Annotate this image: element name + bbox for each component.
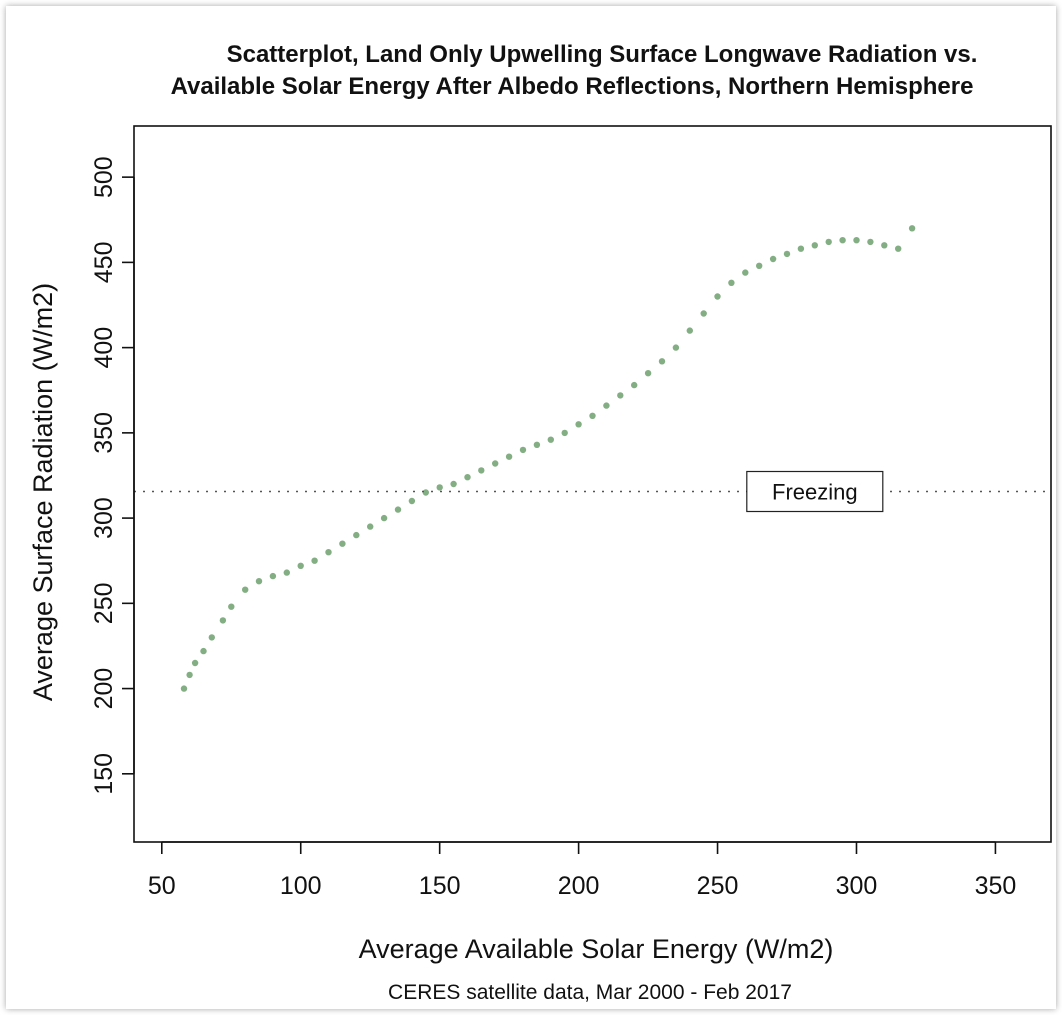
data-point <box>186 671 193 679</box>
data-point <box>867 238 874 246</box>
data-point <box>644 370 652 377</box>
data-point <box>783 250 791 258</box>
data-point <box>255 578 263 585</box>
freezing-label: Freezing <box>772 480 858 505</box>
scatter-points <box>180 225 916 692</box>
data-point <box>353 531 360 539</box>
data-point <box>658 358 666 365</box>
x-tick-label: 350 <box>975 872 1017 900</box>
chart-frame: Scatterplot, Land Only Upwelling Surface… <box>6 6 1056 1009</box>
data-point <box>450 480 457 488</box>
y-tick-label: 400 <box>90 327 118 369</box>
data-point <box>617 392 624 399</box>
data-point <box>180 685 188 692</box>
data-point <box>839 237 846 244</box>
data-point <box>769 255 777 263</box>
data-point <box>492 460 499 467</box>
data-point <box>700 310 707 317</box>
data-point <box>561 429 568 437</box>
data-point <box>575 421 582 428</box>
data-point <box>283 569 290 576</box>
x-tick-label: 250 <box>697 872 739 900</box>
y-tick-label: 350 <box>90 412 118 454</box>
freezing-label-box <box>746 470 884 513</box>
data-point <box>478 467 485 474</box>
data-point <box>269 572 277 580</box>
data-point <box>519 446 527 454</box>
data-point <box>408 497 416 505</box>
data-point <box>325 549 332 556</box>
data-point <box>811 242 818 249</box>
data-point <box>908 225 916 232</box>
data-point <box>672 344 680 351</box>
data-point <box>686 327 693 334</box>
x-axis: 50 100 150 200 250 300 350 <box>148 841 1017 900</box>
data-point <box>208 634 215 641</box>
chart-title-line-2: Available Solar Energy After Albedo Refl… <box>171 73 974 100</box>
data-point <box>200 647 207 655</box>
y-tick-label: 150 <box>90 753 118 795</box>
data-point <box>742 269 749 276</box>
data-point <box>191 659 199 667</box>
plot-area <box>133 125 1052 843</box>
data-point <box>219 617 227 624</box>
y-tick-label: 250 <box>90 582 118 624</box>
data-point <box>881 242 888 249</box>
x-tick-label: 300 <box>836 872 878 900</box>
x-tick-label: 200 <box>558 872 600 900</box>
y-tick-label: 200 <box>90 668 118 710</box>
x-axis-title: Average Available Solar Energy (W/m2) <box>359 934 834 964</box>
data-point <box>380 514 388 522</box>
data-point <box>714 293 721 300</box>
data-point <box>533 441 541 448</box>
data-point <box>367 523 374 530</box>
data-point <box>853 237 860 244</box>
x-tick-label: 150 <box>419 872 461 900</box>
data-point <box>797 245 805 252</box>
data-point <box>311 557 318 564</box>
data-point <box>242 586 249 593</box>
y-tick-label: 450 <box>90 242 118 284</box>
data-point <box>394 506 402 513</box>
data-point <box>297 562 304 569</box>
data-point <box>436 484 443 491</box>
y-axis: 150 200 250 300 350 400 450 500 <box>90 156 135 795</box>
data-point <box>228 603 235 610</box>
data-point <box>756 262 763 269</box>
data-point <box>631 381 638 389</box>
data-point <box>464 474 471 481</box>
scatter-chart: Scatterplot, Land Only Upwelling Surface… <box>28 41 1052 1004</box>
data-point <box>603 402 610 409</box>
chart-title-line-1: Scatterplot, Land Only Upwelling Surface… <box>227 41 978 68</box>
chart-caption: CERES satellite data, Mar 2000 - Feb 201… <box>388 981 792 1004</box>
y-tick-label: 300 <box>90 497 118 539</box>
data-point <box>895 245 902 252</box>
y-axis-title: Average Surface Radiation (W/m2) <box>28 283 58 701</box>
data-point <box>728 279 735 286</box>
y-tick-label: 500 <box>90 156 118 198</box>
data-point <box>505 453 513 460</box>
x-tick-label: 50 <box>148 872 176 900</box>
data-point <box>589 412 596 419</box>
data-point <box>339 540 346 547</box>
data-point <box>422 489 429 496</box>
data-point <box>547 436 554 443</box>
data-point <box>825 238 832 246</box>
x-tick-label: 100 <box>280 872 322 900</box>
